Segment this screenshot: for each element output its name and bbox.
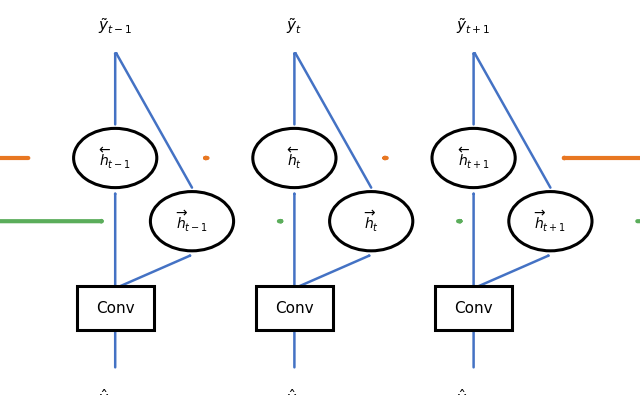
- Text: $\hat{y}_{t+1}$: $\hat{y}_{t+1}$: [456, 387, 491, 395]
- Ellipse shape: [330, 192, 413, 251]
- Text: $\overrightarrow{h}_{t}$: $\overrightarrow{h}_{t}$: [364, 209, 379, 234]
- Text: $\overleftarrow{h}_{t}$: $\overleftarrow{h}_{t}$: [287, 145, 302, 171]
- Text: Conv: Conv: [454, 301, 493, 316]
- Ellipse shape: [74, 128, 157, 188]
- Ellipse shape: [509, 192, 592, 251]
- Text: $\overleftarrow{h}_{t-1}$: $\overleftarrow{h}_{t-1}$: [99, 145, 131, 171]
- FancyBboxPatch shape: [435, 286, 512, 330]
- Text: $\overleftarrow{h}_{t+1}$: $\overleftarrow{h}_{t+1}$: [458, 145, 490, 171]
- FancyBboxPatch shape: [256, 286, 333, 330]
- Text: $\tilde{y}_{t-1}$: $\tilde{y}_{t-1}$: [98, 16, 132, 36]
- Text: $\hat{y}_{t-1}$: $\hat{y}_{t-1}$: [98, 387, 132, 395]
- Text: $\tilde{y}_{t+1}$: $\tilde{y}_{t+1}$: [456, 16, 491, 36]
- Ellipse shape: [432, 128, 515, 188]
- Ellipse shape: [253, 128, 336, 188]
- Text: Conv: Conv: [275, 301, 314, 316]
- Text: $\overrightarrow{h}_{t-1}$: $\overrightarrow{h}_{t-1}$: [176, 209, 208, 234]
- Text: $\overrightarrow{h}_{t+1}$: $\overrightarrow{h}_{t+1}$: [534, 209, 566, 234]
- Text: $\hat{y}_{t}$: $\hat{y}_{t}$: [286, 387, 303, 395]
- Ellipse shape: [150, 192, 234, 251]
- Text: $\tilde{y}_{t}$: $\tilde{y}_{t}$: [286, 16, 303, 36]
- FancyBboxPatch shape: [77, 286, 154, 330]
- Text: Conv: Conv: [96, 301, 134, 316]
